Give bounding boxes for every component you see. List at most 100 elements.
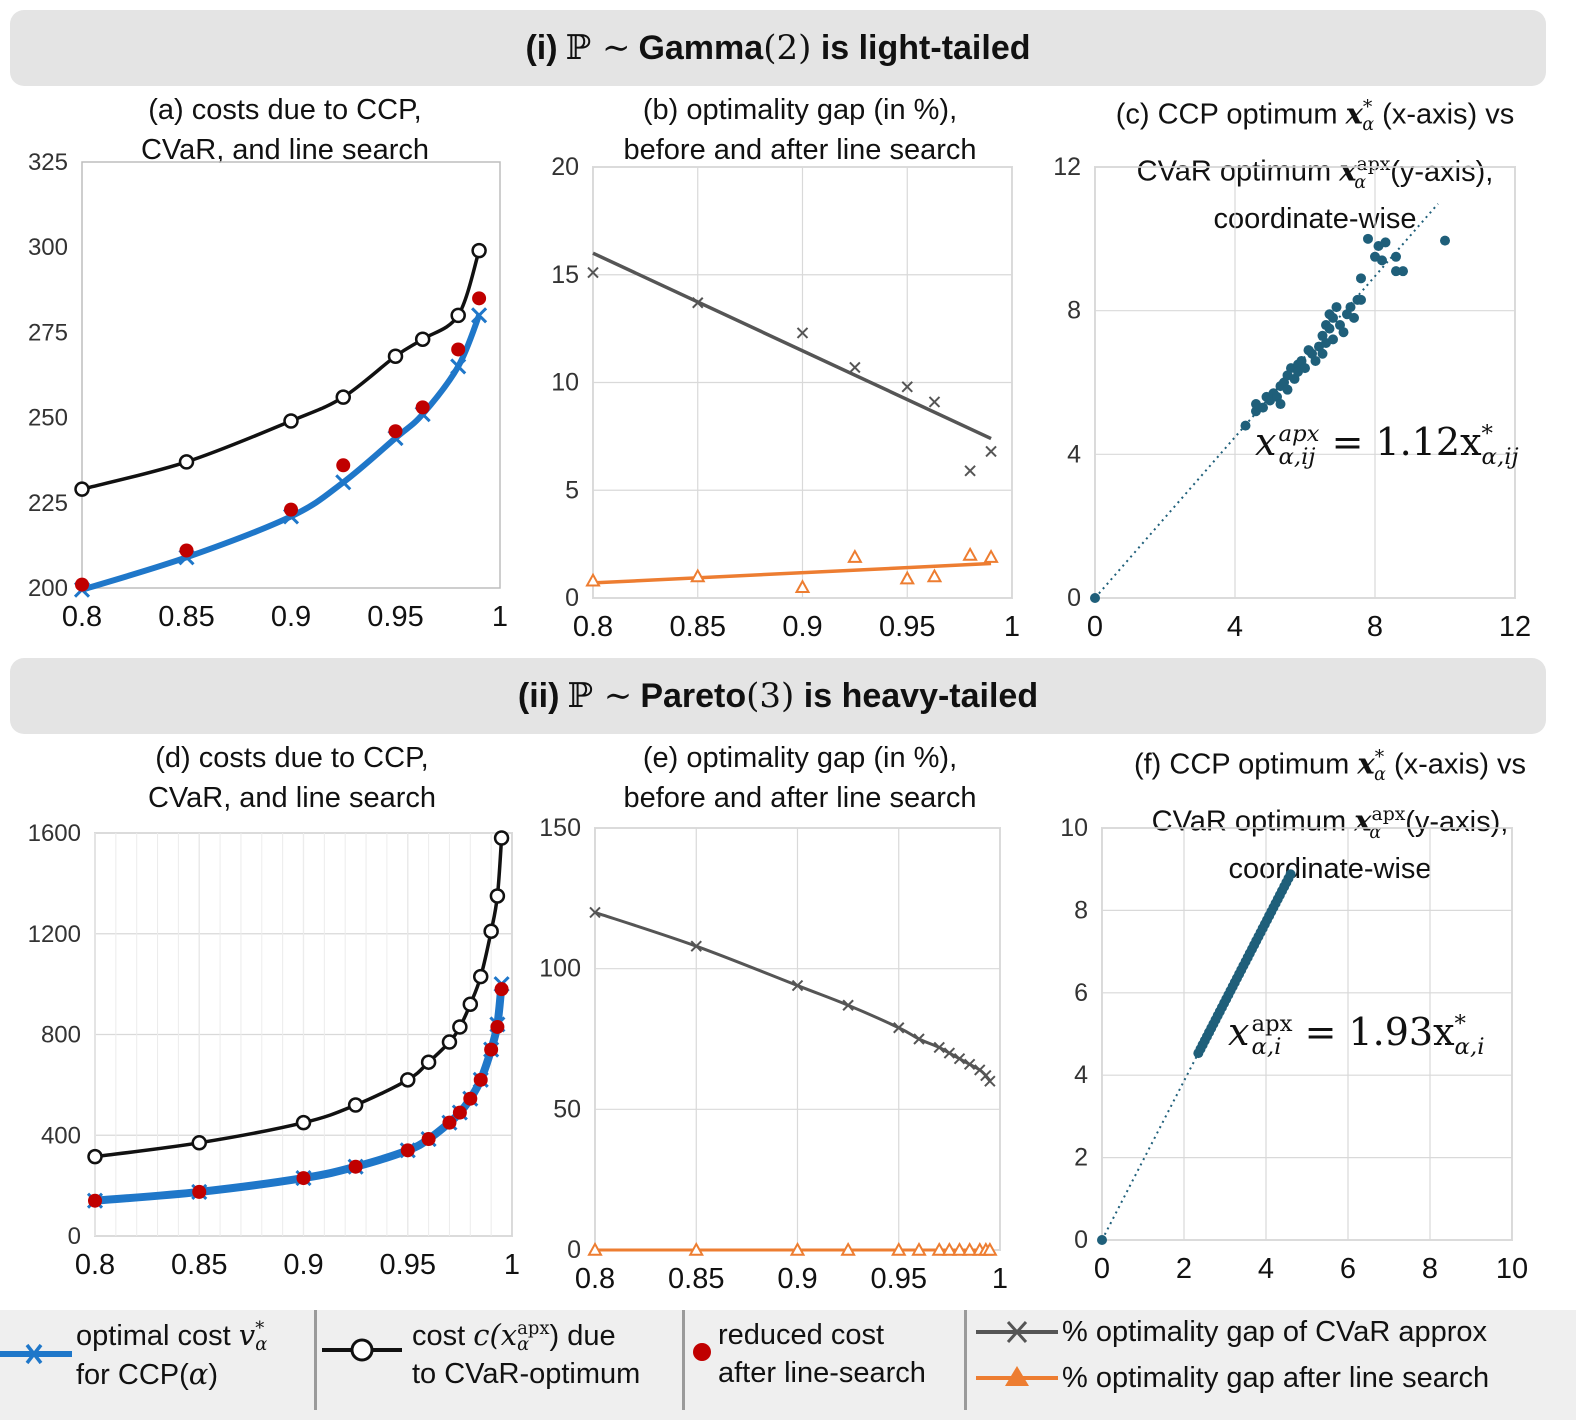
y-tick-label-b: 5 <box>565 476 579 504</box>
x-tick-label-a: 0.95 <box>367 601 423 633</box>
point-reduced-d <box>494 982 509 997</box>
legend-item-reduced: reduced cost after line-search <box>718 1319 926 1389</box>
point-cvar-a <box>471 242 487 259</box>
x-tick-label-f: 10 <box>1496 1253 1528 1285</box>
title-c-line3: coordinate-wise <box>1213 202 1417 235</box>
point-cvar-a <box>450 307 466 324</box>
point-gap_after-e <box>941 1241 958 1256</box>
point-cvar-d <box>400 1072 416 1088</box>
x-tick-label-c: 8 <box>1367 611 1383 643</box>
point-cvar-a <box>387 348 404 365</box>
point-gap_before-e <box>963 1058 976 1071</box>
point-gap_before-b <box>849 361 861 374</box>
y-tick-label-f: 6 <box>1074 979 1088 1007</box>
point-cvar-a <box>178 454 195 470</box>
title-a-line2: CVaR, and line search <box>140 134 429 166</box>
banner-prefix: (ii) <box>517 676 560 715</box>
title-c-line2: CVaR optimum xapxα (y-axis), <box>1136 154 1494 193</box>
scatter-point-c <box>1240 420 1251 431</box>
x-tick-label-e: 1 <box>992 1263 1008 1295</box>
point-gap_before-e <box>933 1041 945 1054</box>
eq-c-lhs-sup: apx <box>1278 420 1320 447</box>
title-b: (b) optimality gap (in %), before and af… <box>590 90 1010 170</box>
point-cvar-a <box>414 331 431 347</box>
point-gap_after-b <box>899 570 915 585</box>
banner-param: (3) <box>746 676 795 716</box>
legend-reduced-marker <box>693 1343 711 1361</box>
banner-suffix: is light-tailed <box>820 28 1031 67</box>
banner-symbol: ℙ ∼ <box>567 676 633 716</box>
point-gap_before-e <box>913 1033 925 1045</box>
scatter-point-f <box>1097 1235 1107 1245</box>
title-a: (a) costs due to CCP, CVaR, and line sea… <box>85 90 485 170</box>
point-cvar-d <box>295 1114 312 1131</box>
x-tick-label-a: 0.85 <box>158 601 214 633</box>
scatter-point-c <box>1258 402 1268 413</box>
x-tick-label-c: 4 <box>1227 611 1243 643</box>
y-tick-label-e: 50 <box>553 1095 581 1123</box>
eq-f-lhs-sup: apx <box>1251 1010 1293 1037</box>
y-tick-label-a: 300 <box>28 234 68 261</box>
point-gap_after-e <box>891 1241 907 1256</box>
legend-gap-before-marker <box>1006 1320 1028 1344</box>
plot-frame-a <box>81 161 501 589</box>
x-tick-label-c: 0 <box>1087 611 1103 643</box>
point-cvar-a <box>283 413 299 429</box>
legend-separator <box>964 1310 967 1410</box>
point-ccp-a <box>450 358 467 375</box>
x-tick-label-d: 0.8 <box>75 1249 115 1281</box>
eq-f-lhs: x <box>1228 1010 1250 1054</box>
title-b-line1: (b) optimality gap (in %), <box>642 94 958 126</box>
x-tick-label-d: 0.95 <box>380 1249 436 1281</box>
point-gap_before-b <box>901 381 913 393</box>
y-tick-label-c: 0 <box>1067 584 1081 612</box>
banner-dist: Pareto <box>640 676 747 715</box>
title-d: (d) costs due to CCP, CVaR, and line sea… <box>92 738 492 818</box>
point-gap_before-e <box>842 999 854 1011</box>
point-reduced-a <box>472 291 487 306</box>
x-tick-label-c: 12 <box>1499 611 1531 643</box>
point-cvar-d <box>441 1034 458 1050</box>
eq-f-rhs: = 1.93x <box>1304 1010 1455 1054</box>
y-tick-label-a: 250 <box>28 405 68 432</box>
legend-item-cvar: cost c(x apx α) due to CVaR-optimum <box>412 1318 641 1390</box>
scatter-point-c <box>1391 266 1401 277</box>
scatter-point-c <box>1349 312 1359 323</box>
point-gap_before-b <box>985 445 997 458</box>
eq-c-rhs-sup: * <box>1481 420 1493 447</box>
scatter-point-c <box>1380 237 1391 248</box>
point-reduced-a <box>284 502 298 517</box>
point-gap_before-e <box>980 1069 992 1082</box>
point-gap_after-e <box>911 1241 927 1256</box>
y-tick-label-d: 800 <box>41 1022 81 1049</box>
point-reduced-a <box>336 458 351 473</box>
x-tick-label-d: 0.9 <box>283 1249 323 1281</box>
legend-ccp-marker <box>25 1343 43 1365</box>
x-tick-label-e: 0.95 <box>871 1263 927 1295</box>
banner-prefix: (i) <box>525 28 558 67</box>
x-tick-label-e: 0.8 <box>575 1263 615 1295</box>
point-reduced-d <box>421 1132 436 1147</box>
y-tick-label-a: 275 <box>28 319 68 346</box>
eq-c-lhs: x <box>1255 420 1277 464</box>
x-tick-label-f: 0 <box>1094 1253 1110 1285</box>
scatter-point-c <box>1338 327 1349 338</box>
x-tick-label-f: 6 <box>1340 1253 1356 1285</box>
legend-item-gap-before: % optimality gap of CVaR approx <box>1062 1316 1488 1348</box>
point-gap_before-e <box>893 1022 905 1034</box>
legend-separator <box>682 1310 685 1410</box>
x-tick-label-e: 0.85 <box>668 1263 724 1295</box>
point-gap_after-e <box>789 1241 806 1256</box>
point-cvar-a <box>335 389 351 405</box>
point-reduced-d <box>348 1159 363 1174</box>
title-e: (e) optimality gap (in %), before and af… <box>590 738 1010 818</box>
point-reduced-d <box>452 1105 467 1120</box>
y-tick-label-d: 1600 <box>28 820 81 847</box>
point-gap_before-e <box>791 979 804 992</box>
scatter-point-c <box>1331 302 1342 313</box>
x-tick-label-b: 1 <box>1004 611 1020 643</box>
eq-f-rhs-sub: α,i <box>1454 1033 1485 1060</box>
y-tick-label-f: 2 <box>1074 1144 1088 1172</box>
